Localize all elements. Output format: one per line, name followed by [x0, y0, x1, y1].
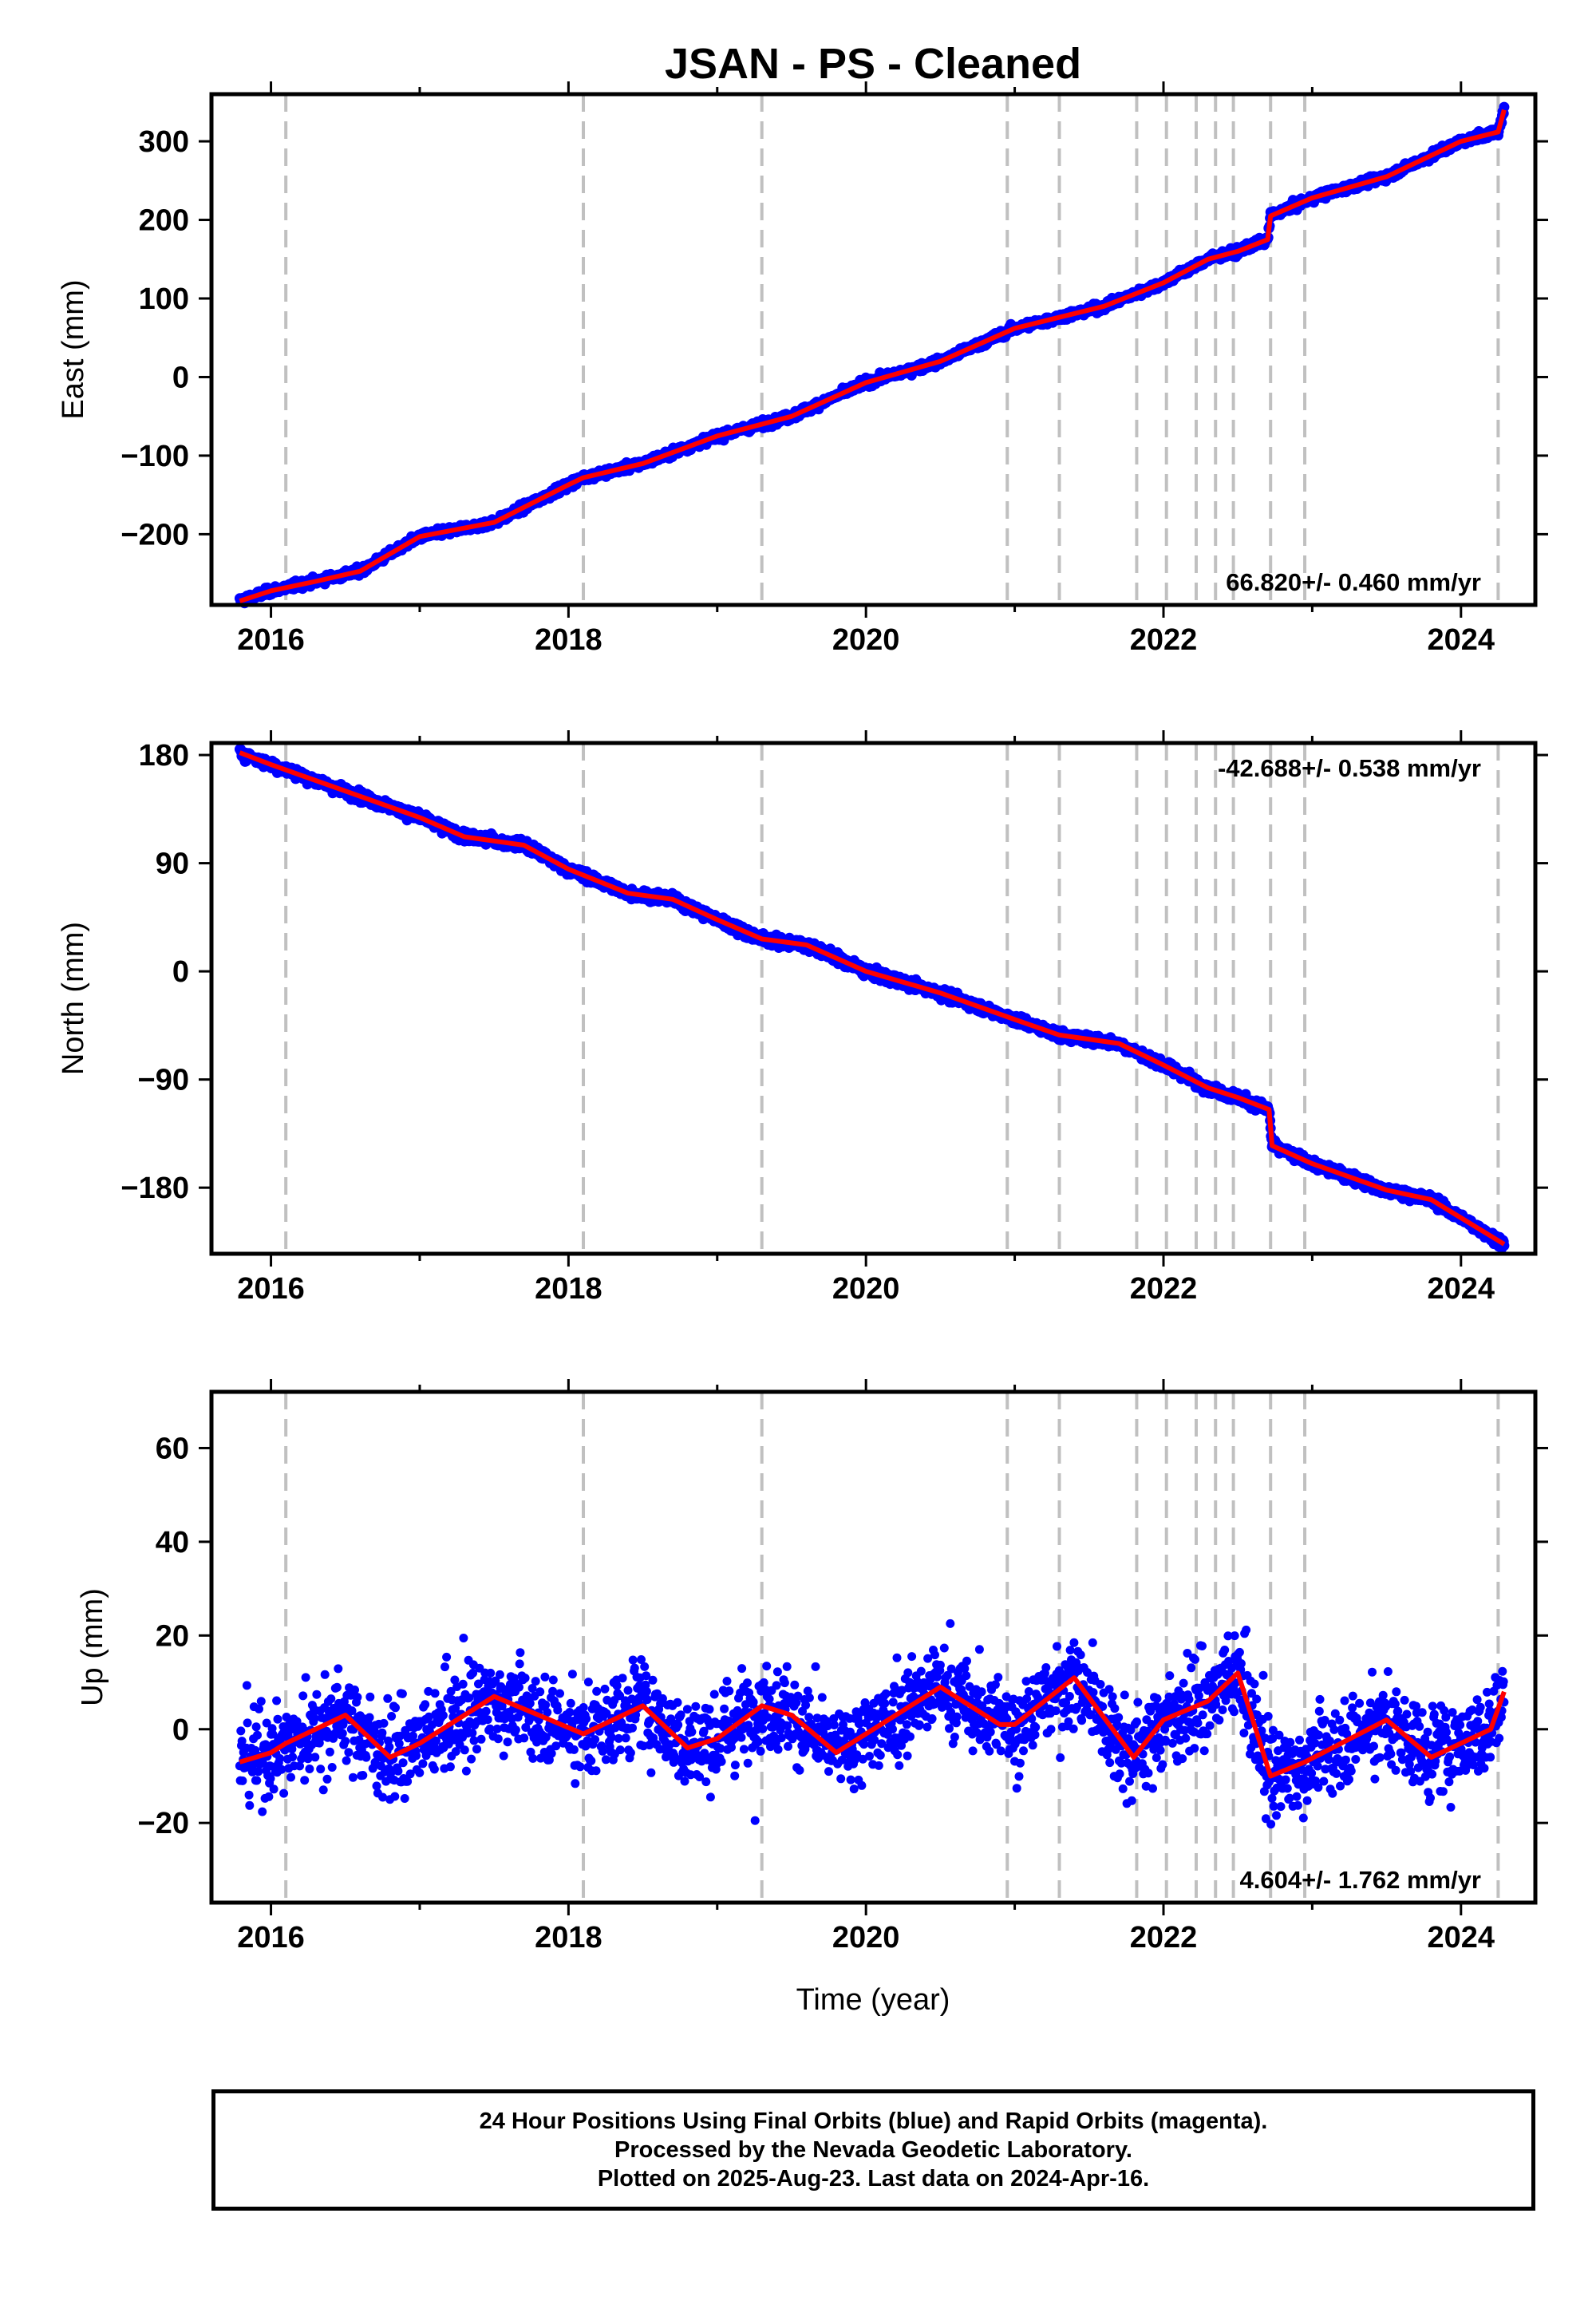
x-tick-label: 2016 — [237, 623, 305, 657]
y-tick-label: 300 — [139, 125, 189, 159]
data-points — [234, 101, 1510, 609]
y-tick-label: 200 — [139, 204, 189, 238]
y-tick-label: 0 — [172, 361, 189, 394]
y-tick-label: −100 — [120, 440, 189, 473]
y-tick-label: 100 — [139, 283, 189, 316]
x-tick-label: 2020 — [832, 623, 900, 657]
x-tick-label: 2018 — [535, 623, 602, 657]
velocity-rate-label: 66.820+/- 0.460 mm/yr — [1226, 568, 1481, 596]
plot-frame — [209, 92, 1538, 607]
chart-title: JSAN - PS - Cleaned — [665, 40, 1081, 88]
y-tick-label: −200 — [120, 518, 189, 551]
panel-east: 2016 2018 2020 2022 2024 −200 −100 0 100 200 300 Ea… — [57, 81, 1548, 657]
x-tick-label: 2024 — [1428, 623, 1495, 657]
y-axis-label: East (mm) — [57, 279, 90, 419]
x-tick-label: 2022 — [1130, 623, 1198, 657]
panels-group: 2016 2018 2020 2022 2024 −200 −100 0 100 200 300 Ea… — [57, 81, 1548, 1954]
